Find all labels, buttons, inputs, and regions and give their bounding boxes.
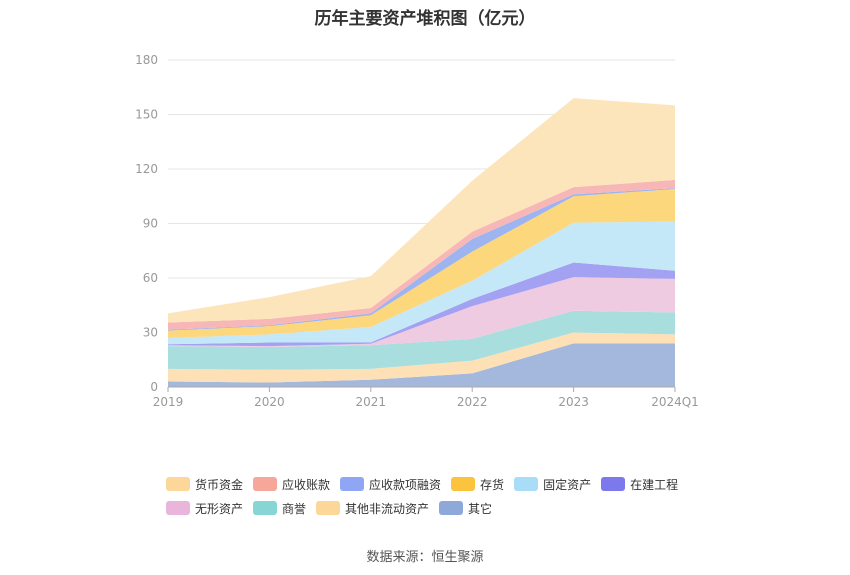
legend-label: 其它: [468, 501, 493, 516]
legend-item-receivables[interactable]: 应收账款: [253, 476, 330, 493]
legend-swatch: [166, 477, 190, 491]
area-series: [168, 343, 675, 387]
legend-label: 应收账款: [282, 477, 331, 492]
y-tick-label: 150: [135, 108, 158, 122]
legend-item-other-noncurrent[interactable]: 其他非流动资产: [316, 500, 429, 517]
legend-item-fixed-assets[interactable]: 固定资产: [514, 476, 591, 493]
area-series: [168, 310, 675, 370]
area-series: [168, 221, 675, 345]
y-tick-label: 120: [135, 162, 158, 176]
legend-label: 货币资金: [195, 477, 244, 492]
legend-label: 无形资产: [195, 501, 244, 516]
stacked-area-chart: 0 30 60 90 120 150 180 2019 2020 2021 2022 2023 2024…: [135, 53, 699, 409]
y-tick-label: 0: [150, 380, 158, 394]
legend-swatch: [439, 501, 464, 515]
area-series: [168, 98, 675, 323]
legend-label: 在建工程: [630, 477, 679, 492]
legend-item-goodwill[interactable]: 商誉: [253, 500, 306, 517]
legend-swatch: [340, 477, 365, 491]
legend-row-2: 无形资产 商誉 其他非流动资产 其它: [166, 496, 726, 520]
legend-item-intangible[interactable]: 无形资产: [166, 500, 243, 517]
y-tick-label: 180: [135, 53, 158, 67]
legend-label: 商誉: [282, 501, 307, 516]
x-tick-label: 2022: [457, 395, 488, 409]
chart-title: 历年主要资产堆积图（亿元）: [314, 9, 536, 29]
x-tick-label: 2023: [558, 395, 589, 409]
legend-swatch: [514, 477, 539, 491]
legend-item-construction[interactable]: 在建工程: [601, 476, 678, 493]
area-series: [168, 277, 675, 348]
legend-item-receivables-financing[interactable]: 应收款项融资: [340, 476, 441, 493]
x-tick-label: 2020: [254, 395, 285, 409]
legend-item-other[interactable]: 其它: [439, 500, 492, 517]
legend-swatch: [451, 477, 476, 491]
legend-label: 应收款项融资: [369, 477, 442, 492]
legend-item-inventory[interactable]: 存货: [451, 476, 504, 493]
y-tick-label: 30: [143, 326, 158, 340]
legend-swatch: [253, 477, 278, 491]
legend-label: 其他非流动资产: [345, 501, 430, 516]
legend-swatch: [601, 477, 626, 491]
legend-item-cash[interactable]: 货币资金: [166, 476, 243, 493]
x-tick-label: 2024Q1: [651, 395, 699, 409]
x-tick-label: 2021: [356, 395, 387, 409]
legend-swatch: [253, 501, 278, 515]
chart-legend: 货币资金 应收账款 应收款项融资 存货 固定资产 在建工程 无形资产: [166, 472, 726, 520]
data-source: 数据来源：恒生聚源: [366, 550, 484, 565]
legend-label: 存货: [480, 477, 505, 492]
area-series: [168, 332, 675, 383]
area-series: [168, 188, 675, 338]
y-tick-label: 90: [143, 217, 158, 231]
legend-label: 固定资产: [543, 477, 592, 492]
area-series: [168, 262, 675, 347]
y-tick-label: 60: [143, 271, 158, 285]
legend-swatch: [316, 501, 341, 515]
legend-swatch: [166, 501, 190, 515]
x-tick-label: 2019: [153, 395, 184, 409]
legend-row-1: 货币资金 应收账款 应收款项融资 存货 固定资产 在建工程: [166, 472, 726, 496]
